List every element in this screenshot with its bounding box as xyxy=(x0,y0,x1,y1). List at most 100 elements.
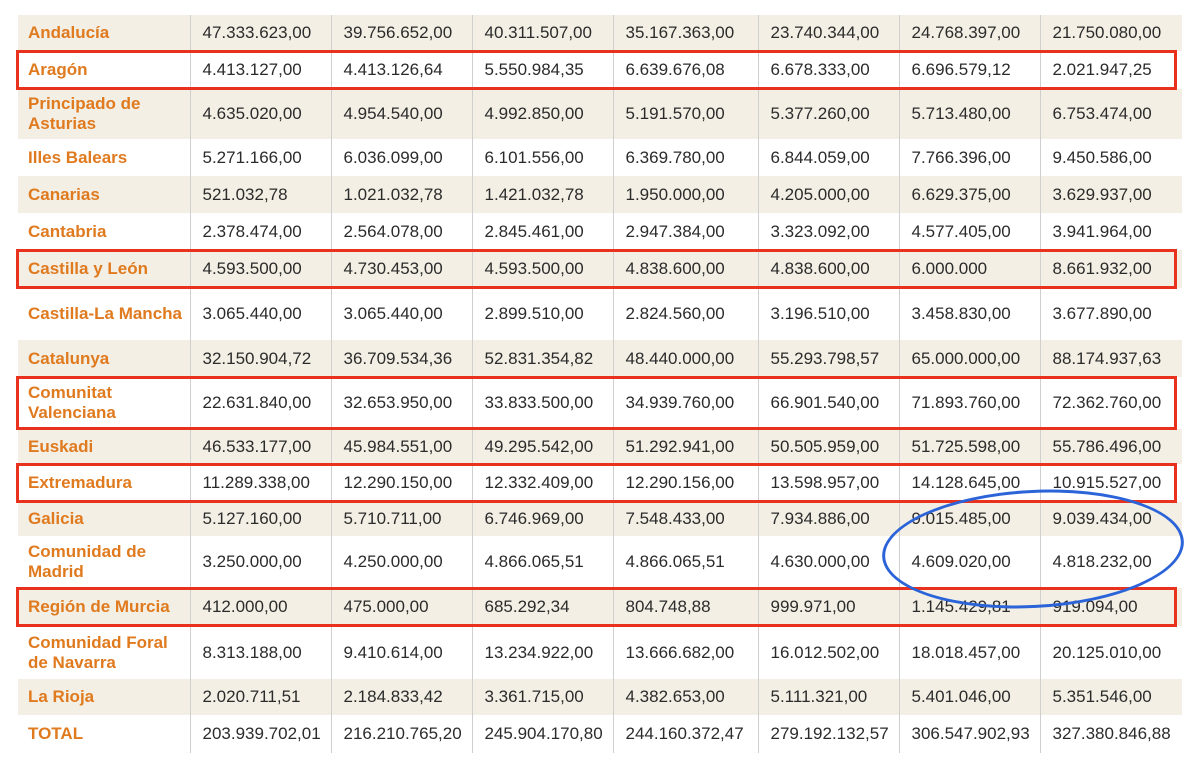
table-cell: 6.000.000 xyxy=(898,250,1040,288)
table-cell: 4.838.600,00 xyxy=(757,250,899,288)
table-cell: 5.271.166,00 xyxy=(189,139,331,176)
table-cell: 88.174.937,63 xyxy=(1039,340,1182,377)
table-cell: 244.160.372,47 xyxy=(612,715,758,753)
table-cell: 216.210.765,20 xyxy=(330,715,472,753)
table-cell: 47.333.623,00 xyxy=(189,15,331,51)
table-cell: 4.609.020,00 xyxy=(898,536,1040,588)
table-cell: 49.295.542,00 xyxy=(471,429,613,464)
table-cell: 13.666.682,00 xyxy=(612,626,758,679)
table-cell: 4.577.405,00 xyxy=(898,213,1040,250)
table-cell: 6.629.375,00 xyxy=(898,176,1040,213)
table-cell: 20.125.010,00 xyxy=(1039,626,1182,679)
table-cell: 3.196.510,00 xyxy=(757,288,899,340)
table-cell: 4.818.232,00 xyxy=(1039,536,1182,588)
table-row: Principado de Asturias 4.635.020,00 4.954.… xyxy=(18,89,1182,139)
table-cell: 5.351.546,00 xyxy=(1039,679,1182,715)
table-cell: 48.440.000,00 xyxy=(612,340,758,377)
table-cell: 5.713.480,00 xyxy=(898,89,1040,139)
region-name: Andalucía xyxy=(28,23,110,42)
table-cell: 3.065.440,00 xyxy=(330,288,472,340)
table-cell: 3.065.440,00 xyxy=(189,288,331,340)
table-cell: 22.631.840,00 xyxy=(189,377,331,429)
table-cell: 4.730.453,00 xyxy=(330,250,472,288)
table-cell: 999.971,00 xyxy=(757,588,899,626)
budget-table: Andalucía 47.333.623,00 39.756.652,00 40.31… xyxy=(18,15,1182,753)
table-row: Comunidad de Madrid 3.250.000,00 4.250.000… xyxy=(18,536,1182,588)
table-cell: 9.410.614,00 xyxy=(330,626,472,679)
table-cell: 23.740.344,00 xyxy=(757,15,899,51)
table-cell: 5.191.570,00 xyxy=(612,89,758,139)
table-cell: 33.833.500,00 xyxy=(471,377,613,429)
table-cell: 4.250.000,00 xyxy=(330,536,472,588)
table-cell: 71.893.760,00 xyxy=(898,377,1040,429)
region-name: Principado de Asturias xyxy=(28,94,141,133)
table-cell: 2.020.711,51 xyxy=(189,679,331,715)
table-cell: 3.361.715,00 xyxy=(471,679,613,715)
table-cell: 2.947.384,00 xyxy=(612,213,758,250)
table-cell: 6.844.059,00 xyxy=(757,139,899,176)
table-row: Comunitat Valenciana 22.631.840,00 32.653.… xyxy=(18,377,1182,429)
table-cell: 7.766.396,00 xyxy=(898,139,1040,176)
table-cell: 6.369.780,00 xyxy=(612,139,758,176)
table-cell: 7.934.886,00 xyxy=(757,502,899,536)
region-name: Aragón xyxy=(28,60,88,79)
table-cell: 6.101.556,00 xyxy=(471,139,613,176)
region-name: Castilla-La Mancha xyxy=(28,304,182,323)
table-cell: 5.550.984,35 xyxy=(471,51,613,89)
region-name: Canarias xyxy=(28,184,100,204)
table-cell: 2.378.474,00 xyxy=(189,213,331,250)
region-name: Región de Murcia xyxy=(28,597,170,616)
table-cell: 4.838.600,00 xyxy=(612,250,758,288)
table-cell: 39.756.652,00 xyxy=(330,15,472,51)
table-cell: 50.505.959,00 xyxy=(757,429,899,464)
table-cell: 245.904.170,80 xyxy=(471,715,613,753)
table-cell: 5.710.711,00 xyxy=(330,502,472,536)
table-row: TOTAL 203.939.702,01 216.210.765,20 245.904… xyxy=(18,715,1182,753)
table-cell: 4.413.127,00 xyxy=(189,51,331,89)
table-cell: 6.678.333,00 xyxy=(757,51,899,89)
table-cell: 9.039.434,00 xyxy=(1039,502,1182,536)
table-cell: 475.000,00 xyxy=(330,588,472,626)
table-cell: 2.184.833,42 xyxy=(330,679,472,715)
table-cell: 4.866.065,51 xyxy=(471,536,613,588)
table-row: La Rioja 2.020.711,51 2.184.833,42 3.361.71… xyxy=(18,679,1182,715)
region-name: Cantabria xyxy=(28,221,107,241)
table-cell: 6.036.099,00 xyxy=(330,139,472,176)
table-cell: 10.915.527,00 xyxy=(1039,464,1182,502)
table-cell: 8.313.188,00 xyxy=(189,626,331,679)
table-cell: 3.677.890,00 xyxy=(1039,288,1182,340)
table-cell: 1.421.032,78 xyxy=(471,176,613,213)
table-row: Región de Murcia 412.000,00 475.000,00 685.… xyxy=(18,588,1182,626)
table-cell: 5.127.160,00 xyxy=(189,502,331,536)
table-row: Canarias 521.032,78 1.021.032,78 1.421.032,… xyxy=(18,176,1182,213)
table-row: Galicia 5.127.160,00 5.710.711,00 6.746.969… xyxy=(18,502,1182,536)
region-name: Comunitat Valenciana xyxy=(28,383,116,422)
table-row: Catalunya 32.150.904,72 36.709.534,36 52.83… xyxy=(18,340,1182,377)
table-cell: 12.290.156,00 xyxy=(612,464,758,502)
table-row: Castilla-La Mancha 3.065.440,00 3.065.440,… xyxy=(18,288,1182,340)
region-name: Comunidad Foral de Navarra xyxy=(28,632,168,672)
table-cell: 4.866.065,51 xyxy=(612,536,758,588)
table-cell: 5.401.046,00 xyxy=(898,679,1040,715)
table-cell: 1.950.000,00 xyxy=(612,176,758,213)
table-cell: 32.150.904,72 xyxy=(189,340,331,377)
table-cell: 4.205.000,00 xyxy=(757,176,899,213)
region-name: Extremadura xyxy=(28,473,132,492)
table-cell: 9.015.485,00 xyxy=(898,502,1040,536)
table-cell: 24.768.397,00 xyxy=(898,15,1040,51)
table-row: Aragón 4.413.127,00 4.413.126,64 5.550.984,… xyxy=(18,51,1182,89)
table-cell: 13.234.922,00 xyxy=(471,626,613,679)
table-cell: 14.128.645,00 xyxy=(898,464,1040,502)
table-cell: 804.748,88 xyxy=(612,588,758,626)
table-cell: 3.250.000,00 xyxy=(189,536,331,588)
table-cell: 6.639.676,08 xyxy=(612,51,758,89)
table-cell: 12.332.409,00 xyxy=(471,464,613,502)
table-cell: 6.746.969,00 xyxy=(471,502,613,536)
table-cell: 4.630.000,00 xyxy=(757,536,899,588)
table-cell: 8.661.932,00 xyxy=(1039,250,1182,288)
table-row: Extremadura 11.289.338,00 12.290.150,00 12.… xyxy=(18,464,1182,502)
table-cell: 16.012.502,00 xyxy=(757,626,899,679)
table-cell: 35.167.363,00 xyxy=(612,15,758,51)
table-cell: 6.696.579,12 xyxy=(898,51,1040,89)
table-cell: 5.111.321,00 xyxy=(757,679,899,715)
